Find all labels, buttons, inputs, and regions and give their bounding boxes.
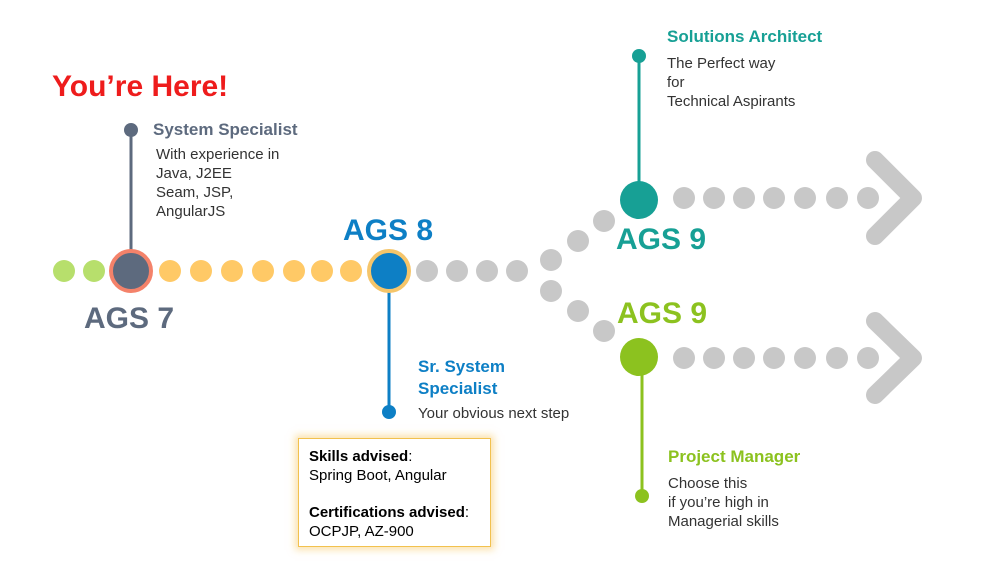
connector-lines [124,49,649,503]
milestones [109,181,658,376]
progress-dot-6 [311,260,333,282]
manager-role-description: Choose this if you’re high in Managerial… [668,475,779,530]
skills-colon: : [408,448,413,465]
future-dot-2 [446,260,468,282]
ags9-manager-milestone [620,338,658,376]
manager-track-dot-6 [826,347,848,369]
future-dot-4 [506,260,528,282]
progress-dot-2 [190,260,212,282]
manager-arrow-icon [866,312,922,404]
ags9-manager-label: AGS 9 [617,297,708,330]
ags8-role-title: Sr. System Specialist [418,357,505,398]
ags8-next-milestone [367,249,411,293]
advice-box: Skills advised: Spring Boot, Angular Cer… [298,438,491,547]
certs-colon: : [464,504,470,521]
ags9-architect-milestone [620,181,658,219]
skills-advised-title: Skills advised [309,448,409,465]
ags8-label: AGS 8 [343,214,434,247]
path-dots [53,187,879,369]
manager-track-dot-1 [673,347,695,369]
branch-down-dot-2 [567,300,589,322]
progress-dot-1 [159,260,181,282]
you-are-here-label: You’re Here! [52,70,229,103]
branch-up-dot-2 [567,230,589,252]
architect-track-dot-4 [763,187,785,209]
ags7-label: AGS 7 [84,302,175,335]
architect-role-description: The Perfect way for Technical Aspirants [667,55,796,110]
progress-dot-4 [252,260,274,282]
branch-down-dot-3 [593,320,615,342]
certs-advised-title: Certifications advised [309,504,465,521]
ags8-stem-dot [382,405,396,419]
architect-track-dot-2 [703,187,725,209]
certs-advised-line: Certifications advised: [309,503,480,522]
branch-up-dot-1 [540,249,562,271]
ags9-architect-label: AGS 9 [616,223,707,256]
future-dot-1 [416,260,438,282]
future-dot-3 [476,260,498,282]
ags7-role-title: System Specialist [153,120,298,139]
ags7-role-description: With experience in Java, J2EE Seam, JSP,… [156,146,280,220]
progress-dot-3 [221,260,243,282]
branch-down-dot-1 [540,280,562,302]
skills-advised-line: Skills advised: [309,447,480,466]
architect-track-dot-1 [673,187,695,209]
certs-advised-value: OCPJP, AZ-900 [309,523,414,540]
arrows [866,151,922,404]
architect-track-dot-7 [857,187,879,209]
skills-advised-value: Spring Boot, Angular [309,467,447,484]
progress-dot-5 [283,260,305,282]
manager-stem-dot [635,489,649,503]
manager-role-title: Project Manager [668,447,801,466]
progress-dot-7 [340,260,362,282]
manager-track-dot-7 [857,347,879,369]
architect-track-dot-6 [826,187,848,209]
architect-role-title: Solutions Architect [667,27,823,46]
architect-arrow-icon [866,151,922,245]
architect-track-dot-5 [794,187,816,209]
manager-track-dot-4 [763,347,785,369]
ags7-stem-dot [124,123,138,137]
manager-track-dot-2 [703,347,725,369]
completed-dot-2 [83,260,105,282]
completed-dot-1 [53,260,75,282]
ags8-role-description: Your obvious next step [418,405,570,422]
branch-up-dot-3 [593,210,615,232]
manager-track-dot-3 [733,347,755,369]
architect-track-dot-3 [733,187,755,209]
architect-stem-dot [632,49,646,63]
ags7-current-milestone [109,249,153,293]
manager-track-dot-5 [794,347,816,369]
